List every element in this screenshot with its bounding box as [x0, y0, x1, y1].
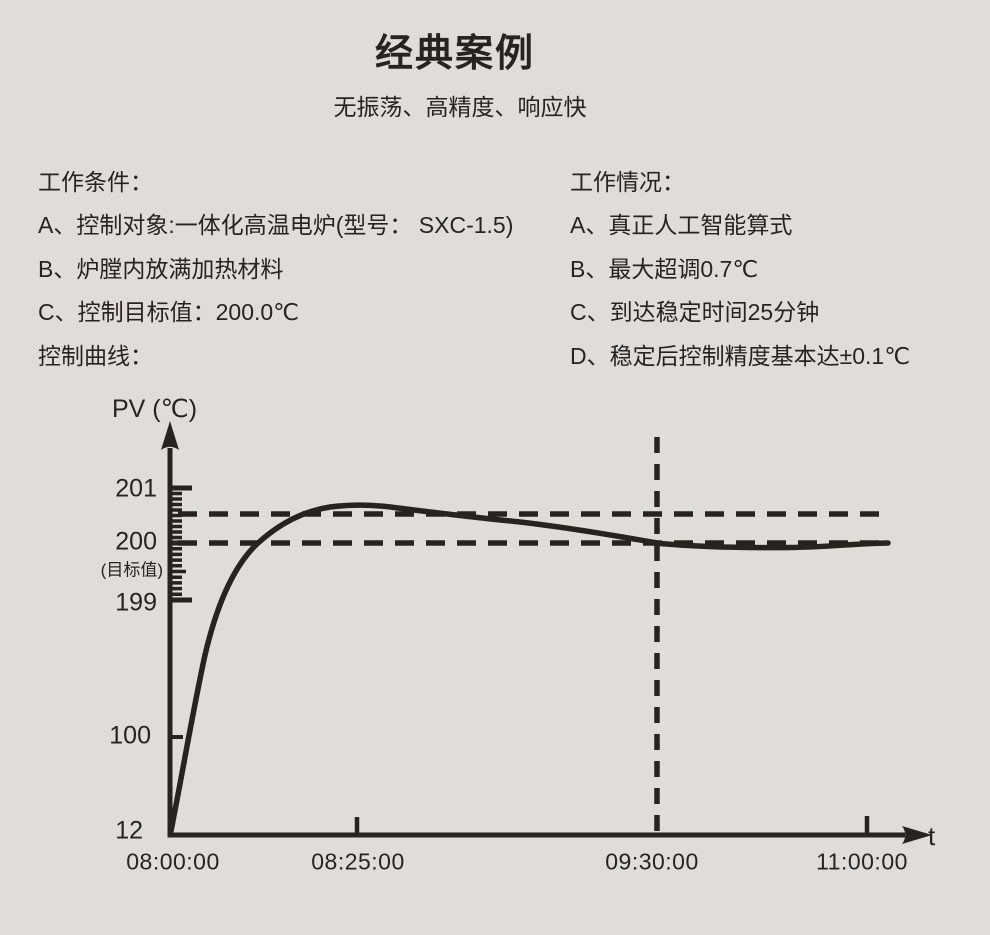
- x-tick-08-00-00: 08:00:00: [126, 848, 220, 875]
- x-axis-title: t: [928, 821, 936, 851]
- x-tick-09-30-00: 09:30:00: [605, 848, 699, 875]
- y-axis-arrowhead: [161, 421, 179, 450]
- control-curve-caption: 控制曲线：: [38, 343, 153, 369]
- condition-item-a: A、控制对象:一体化高温电炉(型号： SXC-1.5): [38, 212, 514, 238]
- y-axis-title: PV (℃): [112, 395, 198, 423]
- y-tick-12: 12: [115, 816, 143, 845]
- page-title: 经典案例: [374, 33, 536, 75]
- result-item-d: D、稳定后控制精度基本达±0.1℃: [570, 343, 911, 369]
- y-tick-200: 200: [115, 527, 157, 556]
- y-tick-201: 201: [115, 474, 157, 503]
- target-value-note: (目标值): [100, 560, 163, 580]
- result-item-c: C、到达稳定时间25分钟: [570, 299, 820, 325]
- x-axis-arrowhead: [902, 826, 932, 844]
- condition-item-c: C、控制目标值：200.0℃: [38, 299, 299, 325]
- x-tick-11-00-00: 11:00:00: [816, 848, 908, 875]
- page-subtitle: 无振荡、高精度、响应快: [333, 94, 587, 120]
- results-heading: 工作情况：: [570, 169, 685, 195]
- result-item-b: B、最大超调0.7℃: [570, 256, 759, 282]
- result-item-a: A、真正人工智能算式: [570, 212, 793, 238]
- y-tick-100: 100: [109, 721, 151, 750]
- x-tick-08-25-00: 08:25:00: [311, 848, 405, 875]
- pv-curve: [168, 502, 891, 834]
- conditions-heading: 工作条件：: [38, 169, 153, 195]
- condition-item-b: B、炉膛内放满加热材料: [38, 256, 284, 282]
- y-minor-ticks: [170, 491, 182, 597]
- x-ticks: [354, 816, 870, 833]
- y-tick-199: 199: [115, 588, 157, 617]
